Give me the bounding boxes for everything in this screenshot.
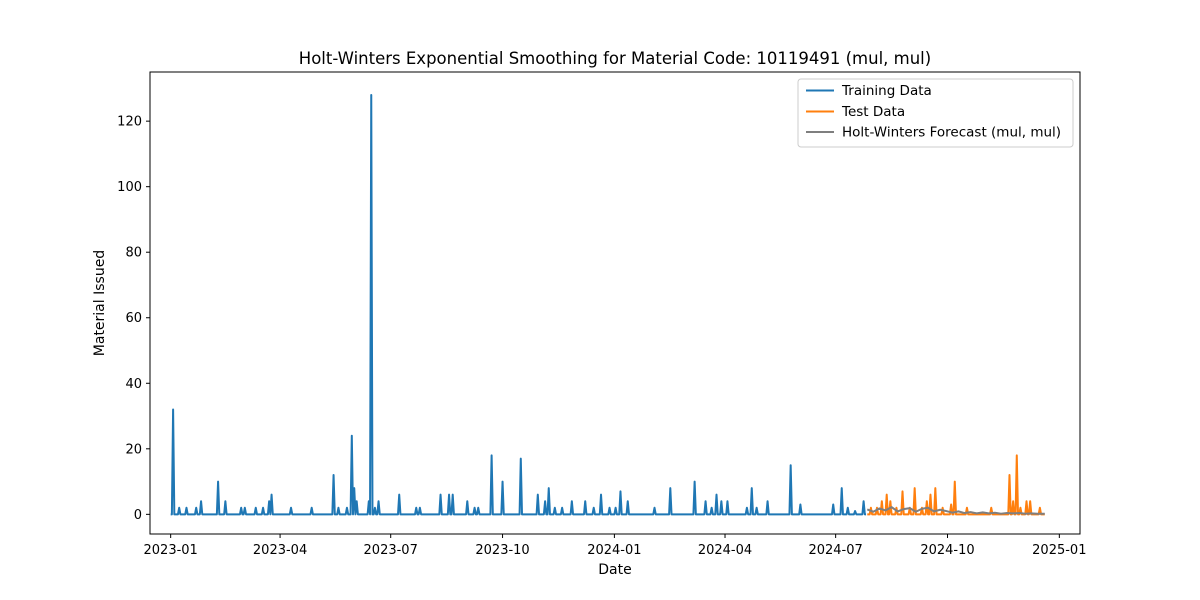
y-tick-label: 0 xyxy=(134,508,142,523)
x-tick-label: 2024-01 xyxy=(587,543,641,558)
x-tick-label: 2023-10 xyxy=(475,543,529,558)
legend-label-forecast: Holt-Winters Forecast (mul, mul) xyxy=(842,125,1061,141)
y-tick-label: 20 xyxy=(125,442,142,457)
legend: Training Data Test Data Holt-Winters For… xyxy=(797,78,1074,148)
y-axis-label: Material Issued xyxy=(92,250,108,356)
series-forecast xyxy=(866,506,1045,515)
legend-label-test: Test Data xyxy=(841,104,905,120)
series-layer xyxy=(170,93,1045,516)
x-tick-label: 2023-07 xyxy=(364,543,418,558)
legend-label-training: Training Data xyxy=(841,83,932,99)
axes-frame xyxy=(149,71,1081,535)
x-tick-label: 2023-04 xyxy=(253,543,307,558)
x-tick-label: 2023-01 xyxy=(144,543,198,558)
x-axis-label: Date xyxy=(598,562,631,578)
x-axis: 2023-01 2023-04 2023-07 2023-10 2024-01 2024-… xyxy=(144,534,1086,558)
y-axis: 0 20 40 60 80 100 120 xyxy=(117,115,150,523)
x-tick-label: 2024-10 xyxy=(920,543,974,558)
y-tick-label: 100 xyxy=(117,180,142,195)
legend-frame xyxy=(797,78,1074,148)
y-tick-label: 80 xyxy=(125,246,142,261)
x-tick-label: 2024-04 xyxy=(698,543,752,558)
chart-title: Holt-Winters Exponential Smoothing for M… xyxy=(299,49,931,68)
plot-area xyxy=(149,71,1081,535)
series-training xyxy=(170,93,867,516)
y-tick-label: 40 xyxy=(125,377,142,392)
x-tick-label: 2025-01 xyxy=(1032,543,1086,558)
y-tick-label: 60 xyxy=(125,311,142,326)
x-tick-label: 2024-07 xyxy=(808,543,862,558)
y-tick-label: 120 xyxy=(117,115,142,130)
